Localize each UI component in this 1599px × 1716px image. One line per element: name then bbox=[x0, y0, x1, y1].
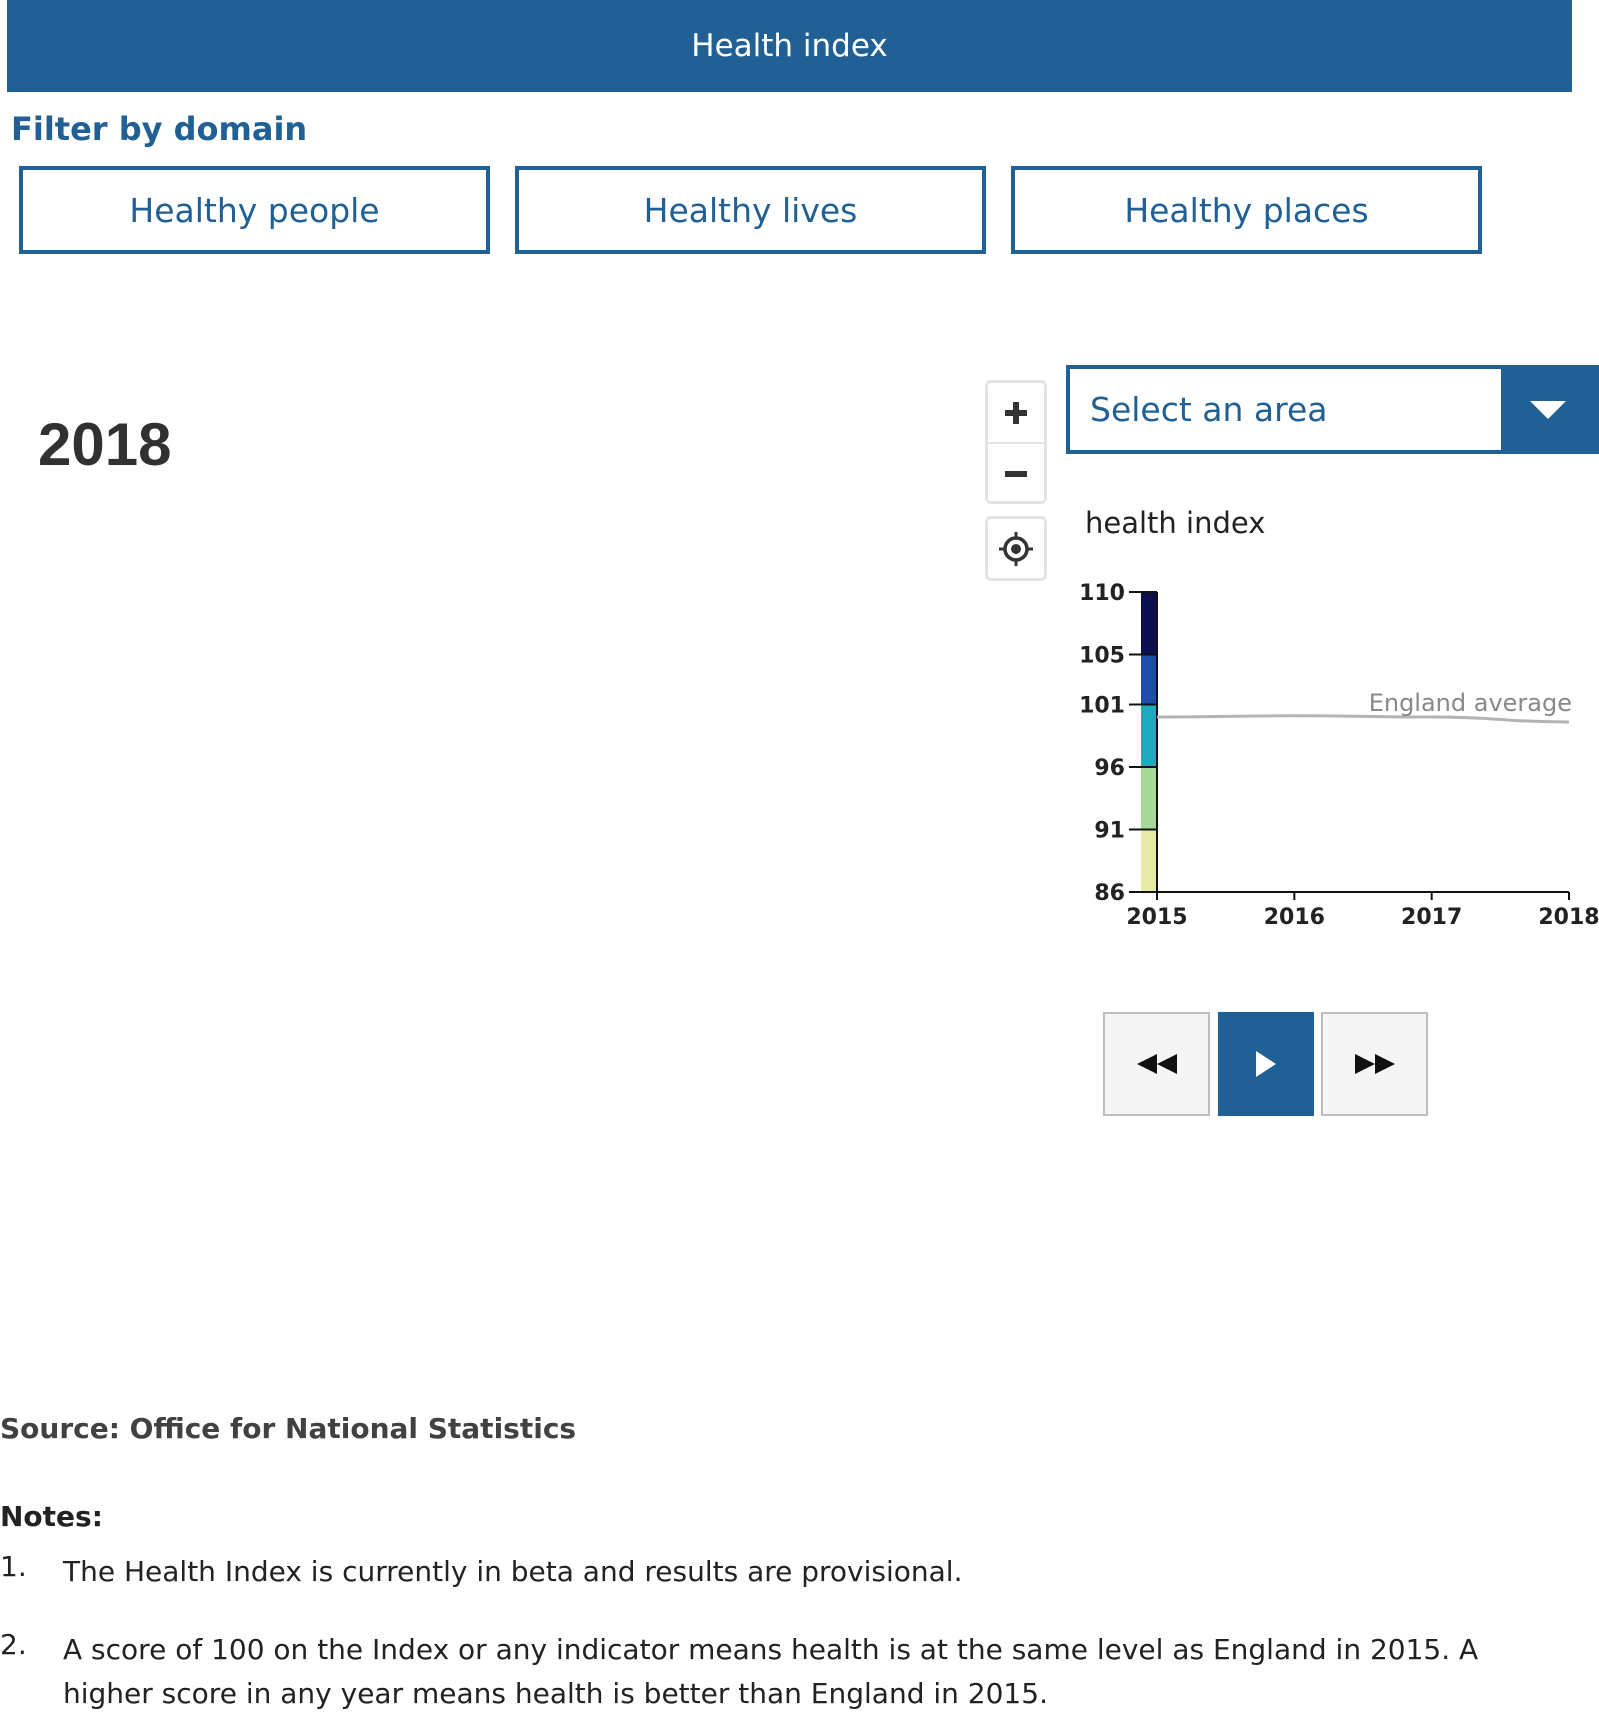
x-tick-label: 2016 bbox=[1264, 905, 1325, 930]
current-year-label: 2018 bbox=[38, 411, 172, 478]
zoom-in-button[interactable] bbox=[988, 383, 1044, 442]
zoom-out-button[interactable] bbox=[988, 442, 1044, 503]
note-number: 1. bbox=[0, 1550, 27, 1583]
fast-forward-button[interactable] bbox=[1321, 1012, 1428, 1116]
england-average-line bbox=[1156, 714, 1570, 724]
y-tick-label: 101 bbox=[1079, 694, 1125, 719]
zoom-controls bbox=[985, 380, 1047, 504]
dropdown-arrow[interactable] bbox=[1501, 365, 1595, 454]
locate-button[interactable] bbox=[988, 519, 1044, 578]
legend-band bbox=[1141, 704, 1157, 767]
fast-forward-icon bbox=[1354, 1054, 1395, 1074]
x-tick-label: 2018 bbox=[1538, 905, 1599, 930]
rewind-icon bbox=[1136, 1054, 1177, 1074]
chart-title: health index bbox=[1085, 506, 1266, 540]
notes-heading: Notes: bbox=[0, 1500, 103, 1533]
page-header: Health index bbox=[7, 0, 1572, 92]
area-select-placeholder: Select an area bbox=[1090, 390, 1328, 429]
legend-band bbox=[1141, 592, 1157, 655]
play-button[interactable] bbox=[1218, 1012, 1314, 1116]
play-icon bbox=[1256, 1051, 1276, 1077]
legend-band bbox=[1141, 829, 1157, 892]
y-tick-label: 96 bbox=[1094, 756, 1125, 781]
x-tick-label: 2015 bbox=[1126, 905, 1187, 930]
y-tick-label: 105 bbox=[1079, 644, 1125, 669]
area-select-dropdown[interactable]: Select an area bbox=[1066, 365, 1599, 454]
note-text: The Health Index is currently in beta an… bbox=[63, 1555, 963, 1588]
source-label: Source: Office for National Statistics bbox=[0, 1412, 577, 1445]
minus-icon bbox=[1005, 470, 1027, 477]
x-tick-label: 2017 bbox=[1401, 905, 1462, 930]
rewind-button[interactable] bbox=[1103, 1012, 1210, 1116]
y-tick-label: 86 bbox=[1094, 881, 1125, 906]
health-index-chart: 86 91 96 101 105 110 2015 2016 2017 2018 England a… bbox=[1079, 581, 1599, 930]
note-text: A score of 100 on the Index or any indic… bbox=[63, 1633, 1479, 1710]
legend-band bbox=[1141, 654, 1157, 705]
legend-band bbox=[1141, 767, 1157, 830]
y-tick-label: 91 bbox=[1094, 819, 1125, 844]
page-title: Health index bbox=[691, 28, 888, 64]
healthy-lives-button[interactable]: Healthy lives bbox=[515, 166, 986, 254]
plus-icon bbox=[1005, 401, 1027, 424]
y-tick-label: 110 bbox=[1079, 581, 1125, 606]
target-icon bbox=[999, 531, 1033, 566]
chevron-down-icon bbox=[1530, 400, 1566, 419]
healthy-places-button[interactable]: Healthy places bbox=[1011, 166, 1482, 254]
locate-control bbox=[985, 516, 1047, 581]
england-average-label: England average bbox=[1369, 689, 1572, 717]
note-number: 2. bbox=[0, 1628, 27, 1661]
healthy-people-button[interactable]: Healthy people bbox=[19, 166, 490, 254]
filter-heading: Filter by domain bbox=[11, 110, 308, 148]
